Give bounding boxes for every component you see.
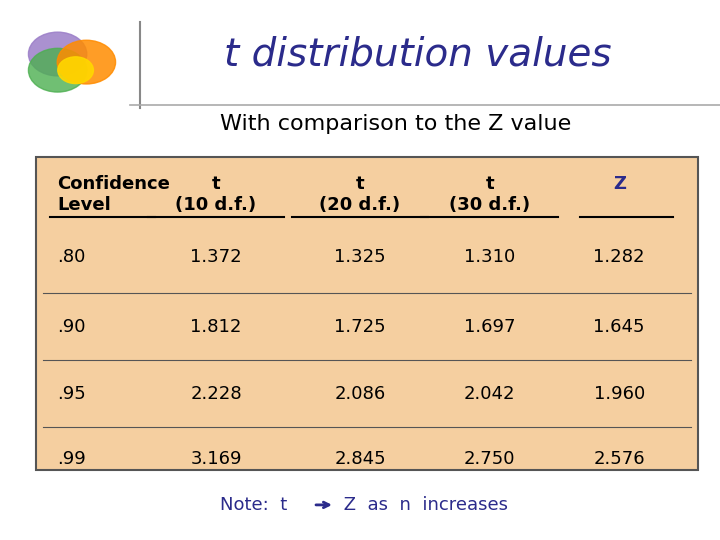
Text: Confidence: Confidence (58, 174, 171, 193)
Text: Note:  t: Note: t (220, 496, 299, 514)
Text: 1.812: 1.812 (190, 318, 242, 336)
FancyBboxPatch shape (36, 157, 698, 470)
Text: .90: .90 (58, 318, 86, 336)
Text: Level: Level (58, 196, 112, 214)
Text: 1.310: 1.310 (464, 247, 516, 266)
Text: 3.169: 3.169 (190, 450, 242, 468)
Text: 1.372: 1.372 (190, 247, 242, 266)
Text: .95: .95 (58, 385, 86, 403)
Text: 2.576: 2.576 (593, 450, 645, 468)
Text: 2.086: 2.086 (334, 385, 386, 403)
Text: With comparison to the Z value: With comparison to the Z value (220, 114, 572, 134)
Text: 2.845: 2.845 (334, 450, 386, 468)
Text: (30 d.f.): (30 d.f.) (449, 196, 530, 214)
Text: Z  as  n  increases: Z as n increases (338, 496, 508, 514)
Text: 2.228: 2.228 (190, 385, 242, 403)
Text: .99: .99 (58, 450, 86, 468)
Text: 1.960: 1.960 (593, 385, 645, 403)
Text: 1.282: 1.282 (593, 247, 645, 266)
Text: 1.697: 1.697 (464, 318, 516, 336)
Text: t: t (212, 174, 220, 193)
Text: t: t (485, 174, 494, 193)
Text: t: t (356, 174, 364, 193)
Text: .80: .80 (58, 247, 86, 266)
Text: 1.325: 1.325 (334, 247, 386, 266)
Text: t distribution values: t distribution values (224, 35, 611, 73)
Text: (20 d.f.): (20 d.f.) (320, 196, 400, 214)
Text: (10 d.f.): (10 d.f.) (176, 196, 256, 214)
Text: 1.725: 1.725 (334, 318, 386, 336)
Text: 1.645: 1.645 (593, 318, 645, 336)
Text: 2.750: 2.750 (464, 450, 516, 468)
Text: Z: Z (613, 174, 626, 193)
Text: 2.042: 2.042 (464, 385, 516, 403)
